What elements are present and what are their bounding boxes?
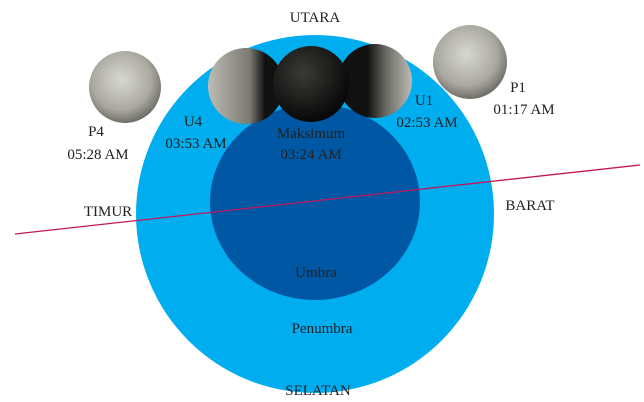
event-time: 05:28 AM — [67, 147, 128, 163]
umbra-label: Umbra — [295, 265, 337, 281]
direction-north: UTARA — [290, 10, 341, 26]
moon-p4 — [89, 51, 161, 123]
event-label: U1 — [415, 93, 433, 109]
direction-west: BARAT — [505, 198, 554, 214]
event-time: 01:17 AM — [493, 102, 554, 118]
event-time: 03:24 AM — [280, 147, 341, 163]
direction-south: SELATAN — [285, 383, 351, 399]
eclipse-diagram: UTARA SELATAN TIMUR BARAT Umbra Penumbra… — [0, 0, 644, 402]
event-label: P4 — [88, 124, 104, 140]
event-time: 03:53 AM — [165, 136, 226, 152]
moon-u1 — [338, 44, 412, 118]
moon-maximum — [273, 46, 349, 122]
event-time: 02:53 AM — [396, 115, 457, 131]
event-label: U4 — [184, 114, 203, 130]
moon-u4 — [208, 48, 284, 124]
event-label: Maksimum — [277, 126, 346, 142]
penumbra-label: Penumbra — [292, 321, 353, 337]
direction-east: TIMUR — [84, 204, 132, 220]
moon-p1 — [433, 25, 507, 99]
event-label: P1 — [510, 80, 526, 96]
